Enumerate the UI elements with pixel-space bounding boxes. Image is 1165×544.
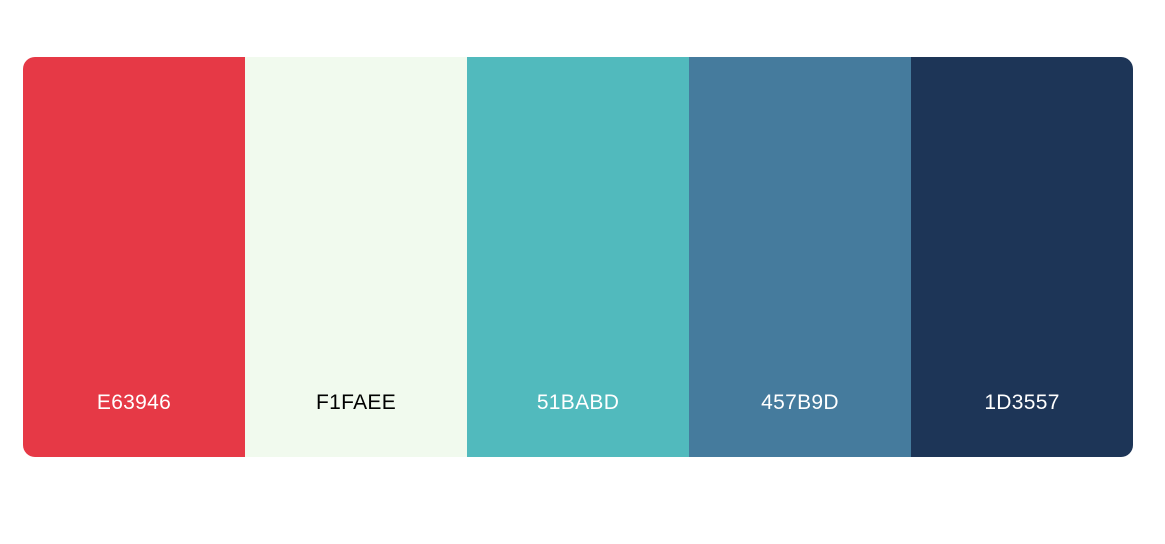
color-swatch-4[interactable]: 457B9D [689,57,911,457]
swatch-hex-label: 51BABD [536,391,620,414]
swatch-hex-label: F1FAEE [316,391,396,414]
color-swatch-2[interactable]: F1FAEE [245,57,467,457]
color-swatch-3[interactable]: 51BABD [467,57,689,457]
swatch-hex-label: 457B9D [761,391,839,414]
color-palette: E63946 F1FAEE 51BABD 457B9D 1D3557 [23,57,1133,457]
color-swatch-1[interactable]: E63946 [23,57,245,457]
color-swatch-5[interactable]: 1D3557 [911,57,1133,457]
swatch-hex-label: 1D3557 [984,391,1060,414]
swatch-hex-label: E63946 [96,391,172,414]
